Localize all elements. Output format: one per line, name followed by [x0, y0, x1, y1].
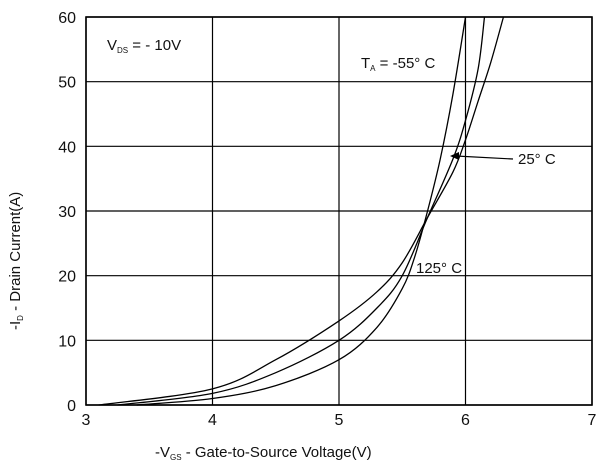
x-axis-label: -VGS - Gate-to-Source Voltage(V) [155, 444, 372, 462]
ta-annotation: TA = -55° C [361, 55, 435, 73]
x-tick-label: 4 [208, 412, 217, 429]
t25-arrow-line [455, 155, 514, 160]
x-tick-label: 5 [335, 412, 344, 429]
tick-labels: 3 4 5 6 7 0 10 20 30 40 50 60 [58, 10, 596, 429]
y-tick-label: 60 [58, 10, 76, 27]
series-25c-line [117, 16, 486, 406]
x-tick-label: 3 [82, 412, 91, 429]
y-tick-label: 30 [58, 204, 76, 221]
y-axis-label: -ID - Drain Current(A) [7, 192, 25, 330]
t125-annotation: 125° C [416, 260, 462, 277]
plot-frame [85, 16, 593, 406]
vds-annotation: VDS = - 10V [107, 37, 181, 55]
t25-annotation: 25° C [518, 151, 556, 168]
y-tick-label: 0 [67, 398, 76, 415]
y-tick-label: 40 [58, 139, 76, 156]
y-tick-label: 50 [58, 75, 76, 92]
grid [85, 16, 593, 406]
curves [98, 16, 505, 406]
series-minus55c-line [136, 16, 467, 406]
series-125c-line [98, 16, 505, 406]
x-tick-label: 6 [461, 412, 470, 429]
y-tick-label: 10 [58, 333, 76, 350]
t25-arrow-head [450, 152, 459, 160]
x-tick-label: 7 [588, 412, 597, 429]
y-tick-label: 20 [58, 269, 76, 286]
